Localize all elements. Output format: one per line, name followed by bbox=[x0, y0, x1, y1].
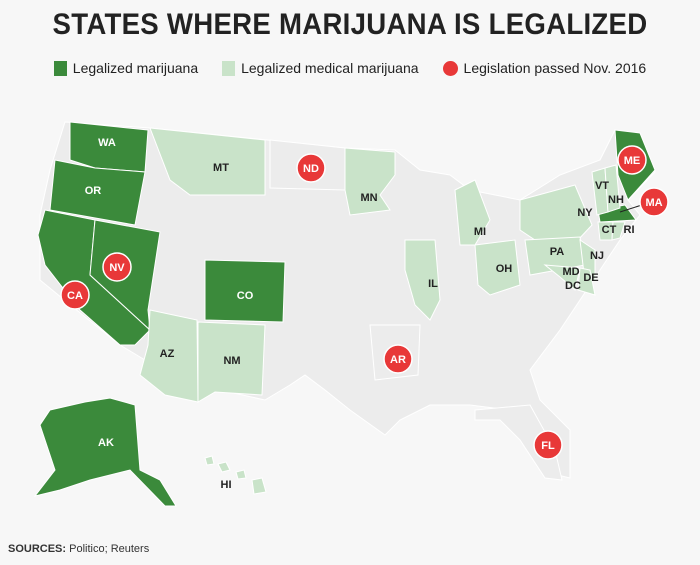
legend-swatch bbox=[222, 60, 236, 76]
state-label: CA bbox=[67, 290, 83, 302]
state-label: AZ bbox=[160, 348, 175, 360]
state-nh bbox=[604, 164, 621, 213]
legend-item-nov2016: Legislation passed Nov. 2016 bbox=[442, 60, 647, 76]
state-mi bbox=[454, 179, 491, 246]
nov2016-marker-ca bbox=[60, 280, 90, 310]
state-label: OH bbox=[496, 263, 513, 275]
state-label: NM bbox=[223, 355, 240, 367]
state-mt bbox=[149, 127, 266, 196]
hawaii-island bbox=[251, 477, 267, 495]
state-label: MD bbox=[562, 266, 579, 278]
source-text: Politico; Reuters bbox=[66, 543, 150, 555]
state-label: DE bbox=[583, 272, 598, 284]
nov2016-marker-nd bbox=[296, 153, 326, 183]
state-ri bbox=[611, 221, 626, 241]
state-label: ND bbox=[303, 163, 319, 175]
state-label: PA bbox=[550, 246, 565, 258]
state-label: HI bbox=[221, 479, 232, 491]
state-mn bbox=[344, 147, 396, 216]
legend-item-medical: Legalized medical marijuana bbox=[222, 60, 419, 76]
state-label: WA bbox=[98, 137, 116, 149]
legend-item-recreational: Legalized marijuana bbox=[53, 60, 199, 76]
state-label: OR bbox=[85, 185, 102, 197]
state-label: ME bbox=[624, 155, 641, 167]
state-label: IL bbox=[428, 278, 438, 290]
state-label: RI bbox=[624, 224, 635, 236]
state-label: MT bbox=[213, 162, 229, 174]
legend-label: Legislation passed Nov. 2016 bbox=[463, 60, 647, 76]
state-nm bbox=[197, 321, 266, 403]
state-label: MN bbox=[360, 192, 377, 204]
state-oh bbox=[474, 239, 521, 296]
source-label: SOURCES: bbox=[8, 543, 67, 555]
state-label: MI bbox=[474, 226, 486, 238]
state-label: DC bbox=[565, 280, 581, 292]
state-il bbox=[404, 239, 441, 321]
state-label: NV bbox=[109, 262, 125, 274]
state-label: CT bbox=[602, 224, 617, 236]
state-label: VT bbox=[595, 180, 609, 192]
nov2016-marker-me bbox=[617, 145, 647, 175]
state-ak bbox=[33, 397, 177, 507]
hawaii-island bbox=[217, 461, 231, 473]
state-hi bbox=[204, 455, 215, 466]
state-md bbox=[543, 264, 581, 291]
state-fl bbox=[474, 404, 563, 481]
state-az bbox=[139, 309, 199, 403]
nov2016-marker-nv bbox=[102, 252, 132, 282]
state-label: AR bbox=[390, 354, 406, 366]
state-label: NY bbox=[577, 207, 593, 219]
legend-swatch bbox=[53, 60, 67, 76]
nov2016-marker-ma bbox=[639, 187, 669, 217]
page-title: STATES WHERE MARIJUANA IS LEGALIZED bbox=[52, 8, 648, 41]
state-label: NH bbox=[608, 194, 624, 206]
state-label: FL bbox=[541, 440, 555, 452]
state-label: NJ bbox=[590, 250, 604, 262]
state-co bbox=[204, 259, 286, 323]
legend-label: Legalized medical marijuana bbox=[241, 60, 419, 76]
nov2016-marker-ar bbox=[383, 344, 413, 374]
state-label: MA bbox=[645, 197, 662, 209]
legend-dot bbox=[442, 60, 458, 76]
source-note: SOURCES: Politico; Reuters bbox=[8, 543, 149, 555]
nov2016-marker-fl bbox=[533, 430, 563, 460]
state-label: CO bbox=[237, 290, 254, 302]
hawaii-island bbox=[235, 469, 247, 480]
state-or bbox=[49, 159, 146, 226]
state-de bbox=[577, 267, 596, 296]
state-label: AK bbox=[98, 437, 114, 449]
legend: Legalized marijuana Legalized medical ma… bbox=[0, 60, 700, 76]
legend-label: Legalized marijuana bbox=[72, 60, 199, 76]
